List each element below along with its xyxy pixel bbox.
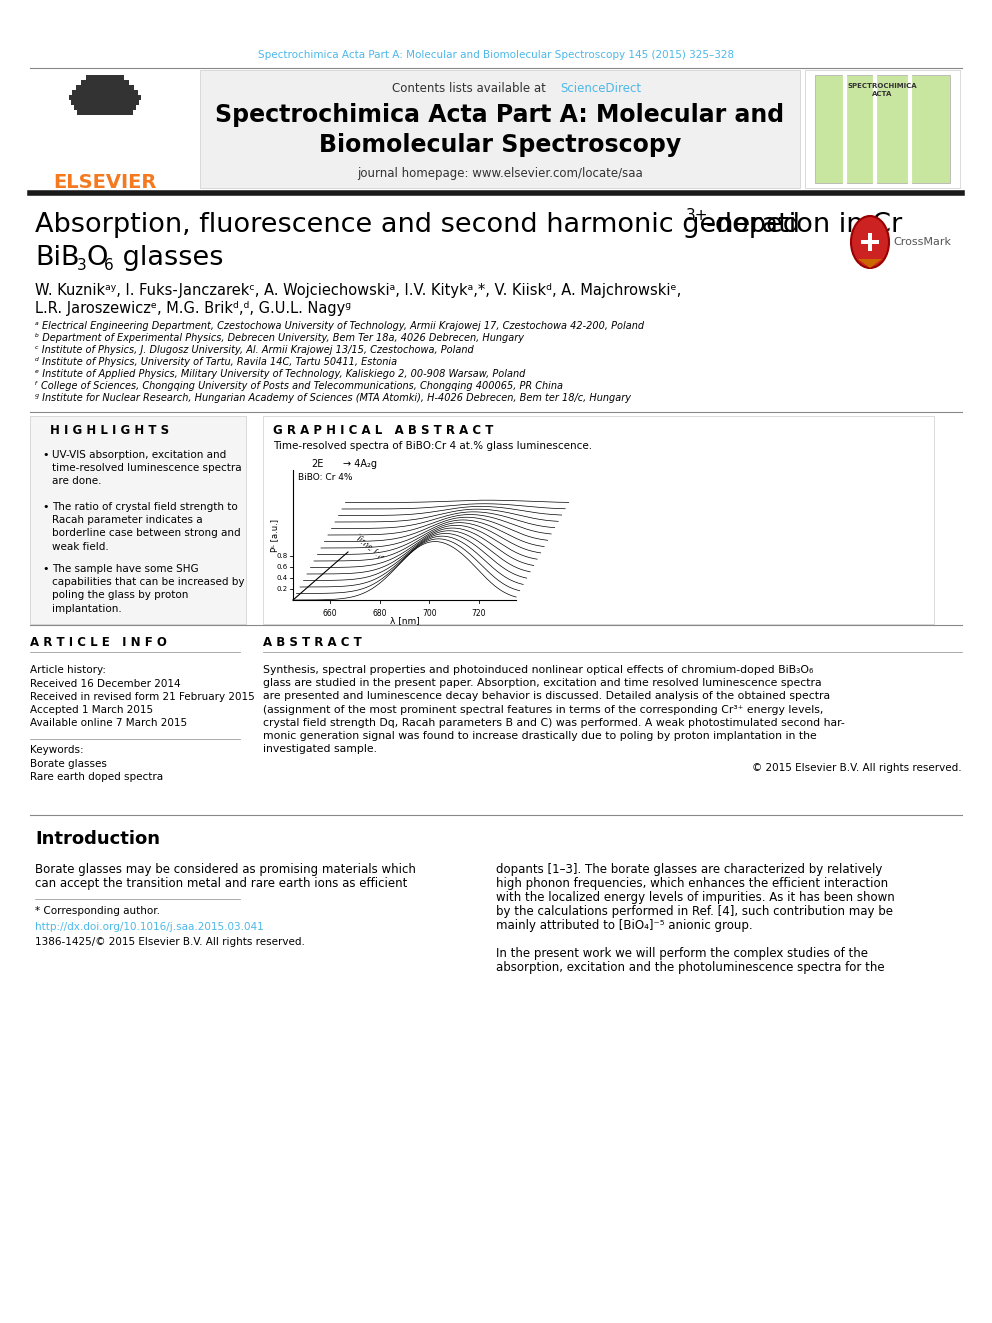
Text: 0.2: 0.2 xyxy=(277,586,288,591)
Text: Accepted 1 March 2015: Accepted 1 March 2015 xyxy=(30,705,153,714)
Text: •: • xyxy=(42,564,49,574)
Text: A R T I C L E   I N F O: A R T I C L E I N F O xyxy=(30,635,167,648)
Bar xyxy=(76,85,134,90)
Text: Absorption, fluorescence and second harmonic generation in Cr: Absorption, fluorescence and second harm… xyxy=(35,212,903,238)
Text: investigated sample.: investigated sample. xyxy=(263,745,377,754)
Text: 700: 700 xyxy=(422,609,436,618)
Text: Borate glasses: Borate glasses xyxy=(30,759,107,769)
Text: high phonon frequencies, which enhances the efficient interaction: high phonon frequencies, which enhances … xyxy=(496,877,888,890)
Text: 3+: 3+ xyxy=(686,209,708,224)
Text: are presented and luminescence decay behavior is discussed. Detailed analysis of: are presented and luminescence decay beh… xyxy=(263,692,830,701)
Text: 0.8: 0.8 xyxy=(277,553,288,560)
Text: 680: 680 xyxy=(373,609,387,618)
Text: Spectrochimica Acta Part A: Molecular and Biomolecular Spectroscopy 145 (2015) 3: Spectrochimica Acta Part A: Molecular an… xyxy=(258,50,734,60)
Text: mainly attributed to [BiO₄]⁻⁵ anionic group.: mainly attributed to [BiO₄]⁻⁵ anionic gr… xyxy=(496,919,753,931)
Text: can accept the transition metal and rare earth ions as efficient: can accept the transition metal and rare… xyxy=(35,877,408,890)
Text: by the calculations performed in Ref. [4], such contribution may be: by the calculations performed in Ref. [4… xyxy=(496,905,893,918)
Text: Introduction: Introduction xyxy=(35,830,160,848)
Text: 660: 660 xyxy=(322,609,337,618)
Text: ᵃ Electrical Engineering Department, Czestochowa University of Technology, Armii: ᵃ Electrical Engineering Department, Cze… xyxy=(35,321,644,331)
Bar xyxy=(71,101,139,105)
Text: crystal field strength Dq, Racah parameters B and C) was performed. A weak photo: crystal field strength Dq, Racah paramet… xyxy=(263,718,845,728)
Text: Borate glasses may be considered as promising materials which: Borate glasses may be considered as prom… xyxy=(35,863,416,876)
Text: ELSEVIER: ELSEVIER xyxy=(54,172,157,192)
Text: 0.4: 0.4 xyxy=(277,576,288,581)
Text: λ [nm]: λ [nm] xyxy=(390,617,420,624)
Bar xyxy=(815,75,950,183)
Text: Synthesis, spectral properties and photoinduced nonlinear optical effects of chr: Synthesis, spectral properties and photo… xyxy=(263,665,813,675)
Bar xyxy=(868,233,872,251)
Text: The sample have some SHG
capabilities that can be increased by
poling the glass : The sample have some SHG capabilities th… xyxy=(52,564,244,614)
Text: * Corresponding author.: * Corresponding author. xyxy=(35,906,160,916)
Text: W. Kuznikᵃʸ, I. Fuks-Janczarekᶜ, A. Wojciechowskiᵃ, I.V. Kitykᵃ,*, V. Kiiskᵈ, A.: W. Kuznikᵃʸ, I. Fuks-Janczarekᶜ, A. Wojc… xyxy=(35,283,682,298)
Text: -doped: -doped xyxy=(706,212,801,238)
Text: glasses: glasses xyxy=(114,245,223,271)
Bar xyxy=(77,110,133,115)
Polygon shape xyxy=(858,259,882,269)
Text: http://dx.doi.org/10.1016/j.saa.2015.03.041: http://dx.doi.org/10.1016/j.saa.2015.03.… xyxy=(35,922,264,931)
Text: BiBO: Cr 4%: BiBO: Cr 4% xyxy=(298,472,352,482)
Text: 6: 6 xyxy=(104,258,114,273)
Text: monic generation signal was found to increase drastically due to poling by proto: monic generation signal was found to inc… xyxy=(263,732,816,741)
Text: Spectrochimica Acta Part A: Molecular and
Biomolecular Spectroscopy: Spectrochimica Acta Part A: Molecular an… xyxy=(215,103,785,157)
Bar xyxy=(263,415,934,624)
Bar xyxy=(69,95,141,101)
Text: In the present work we will perform the complex studies of the: In the present work we will perform the … xyxy=(496,947,868,960)
Text: 1386-1425/© 2015 Elsevier B.V. All rights reserved.: 1386-1425/© 2015 Elsevier B.V. All right… xyxy=(35,937,305,947)
Text: (assignment of the most prominent spectral features in terms of the correspondin: (assignment of the most prominent spectr… xyxy=(263,705,823,714)
Text: The ratio of crystal field strength to
Racah parameter indicates a
borderline ca: The ratio of crystal field strength to R… xyxy=(52,501,241,552)
Text: journal homepage: www.elsevier.com/locate/saa: journal homepage: www.elsevier.com/locat… xyxy=(357,167,643,180)
Text: 3: 3 xyxy=(77,258,86,273)
Bar xyxy=(74,105,136,110)
Text: G R A P H I C A L   A B S T R A C T: G R A P H I C A L A B S T R A C T xyxy=(273,425,493,438)
Text: © 2015 Elsevier B.V. All rights reserved.: © 2015 Elsevier B.V. All rights reserved… xyxy=(752,763,962,774)
Text: BiB: BiB xyxy=(35,245,79,271)
Bar xyxy=(30,70,200,191)
Text: H I G H L I G H T S: H I G H L I G H T S xyxy=(50,425,169,438)
Text: absorption, excitation and the photoluminescence spectra for the: absorption, excitation and the photolumi… xyxy=(496,960,885,974)
Text: ᵇ Department of Experimental Physics, Debrecen University, Bem Ter 18a, 4026 Deb: ᵇ Department of Experimental Physics, De… xyxy=(35,333,524,343)
Text: dopants [1–3]. The borate glasses are characterized by relatively: dopants [1–3]. The borate glasses are ch… xyxy=(496,863,882,876)
Text: A B S T R A C T: A B S T R A C T xyxy=(263,635,362,648)
Text: Time-resolved spectra of BiBO:Cr 4 at.% glass luminescence.: Time-resolved spectra of BiBO:Cr 4 at.% … xyxy=(273,441,592,451)
Text: glass are studied in the present paper. Absorption, excitation and time resolved: glass are studied in the present paper. … xyxy=(263,679,821,688)
Text: UV-VIS absorption, excitation and
time-resolved luminescence spectra
are done.: UV-VIS absorption, excitation and time-r… xyxy=(52,450,242,487)
Bar xyxy=(86,75,124,79)
Text: Article history:: Article history: xyxy=(30,665,106,675)
Text: Received in revised form 21 February 2015: Received in revised form 21 February 201… xyxy=(30,692,255,703)
Text: ᵉ Institute of Applied Physics, Military University of Technology, Kaliskiego 2,: ᵉ Institute of Applied Physics, Military… xyxy=(35,369,526,378)
Text: ᶜ Institute of Physics, J. Dlugosz University, Al. Armii Krajowej 13/15, Czestoc: ᶜ Institute of Physics, J. Dlugosz Unive… xyxy=(35,345,474,355)
Bar xyxy=(805,70,960,188)
Text: Contents lists available at: Contents lists available at xyxy=(392,82,550,94)
Text: ᵈ Institute of Physics, University of Tartu, Ravila 14C, Tartu 50411, Estonia: ᵈ Institute of Physics, University of Ta… xyxy=(35,357,397,366)
Text: Keywords:: Keywords: xyxy=(30,745,83,755)
Text: •: • xyxy=(42,501,49,512)
Text: 0.6: 0.6 xyxy=(277,564,288,570)
Text: 720: 720 xyxy=(472,609,486,618)
Bar xyxy=(861,239,879,243)
Text: O: O xyxy=(87,245,108,271)
Text: SPECTROCHIMICA
ACTA: SPECTROCHIMICA ACTA xyxy=(847,83,917,97)
Text: 2E: 2E xyxy=(311,459,323,468)
Bar xyxy=(30,415,246,624)
Bar xyxy=(81,79,129,85)
Text: Pᴸ [a.u.]: Pᴸ [a.u.] xyxy=(271,519,280,552)
Text: Available online 7 March 2015: Available online 7 March 2015 xyxy=(30,718,187,728)
Text: ScienceDirect: ScienceDirect xyxy=(560,82,641,94)
Text: → 4A₂g: → 4A₂g xyxy=(343,459,377,468)
Text: ᶢ Institute for Nuclear Research, Hungarian Academy of Sciences (MTA Atomki), H-: ᶢ Institute for Nuclear Research, Hungar… xyxy=(35,393,631,404)
Text: CrossMark: CrossMark xyxy=(893,237,951,247)
Bar xyxy=(200,70,800,188)
Text: Time [ns]: Time [ns] xyxy=(353,532,389,564)
Text: Rare earth doped spectra: Rare earth doped spectra xyxy=(30,773,163,782)
Bar xyxy=(72,90,138,95)
Text: Received 16 December 2014: Received 16 December 2014 xyxy=(30,679,181,689)
Text: •: • xyxy=(42,450,49,460)
Text: ᶠ College of Sciences, Chongqing University of Posts and Telecommunications, Cho: ᶠ College of Sciences, Chongqing Univers… xyxy=(35,381,563,392)
Text: with the localized energy levels of impurities. As it has been shown: with the localized energy levels of impu… xyxy=(496,890,895,904)
Ellipse shape xyxy=(851,216,889,269)
Text: L.R. Jaroszewiczᵉ, M.G. Brikᵈ,ᵈ, G.U.L. Nagyᶢ: L.R. Jaroszewiczᵉ, M.G. Brikᵈ,ᵈ, G.U.L. … xyxy=(35,302,351,316)
